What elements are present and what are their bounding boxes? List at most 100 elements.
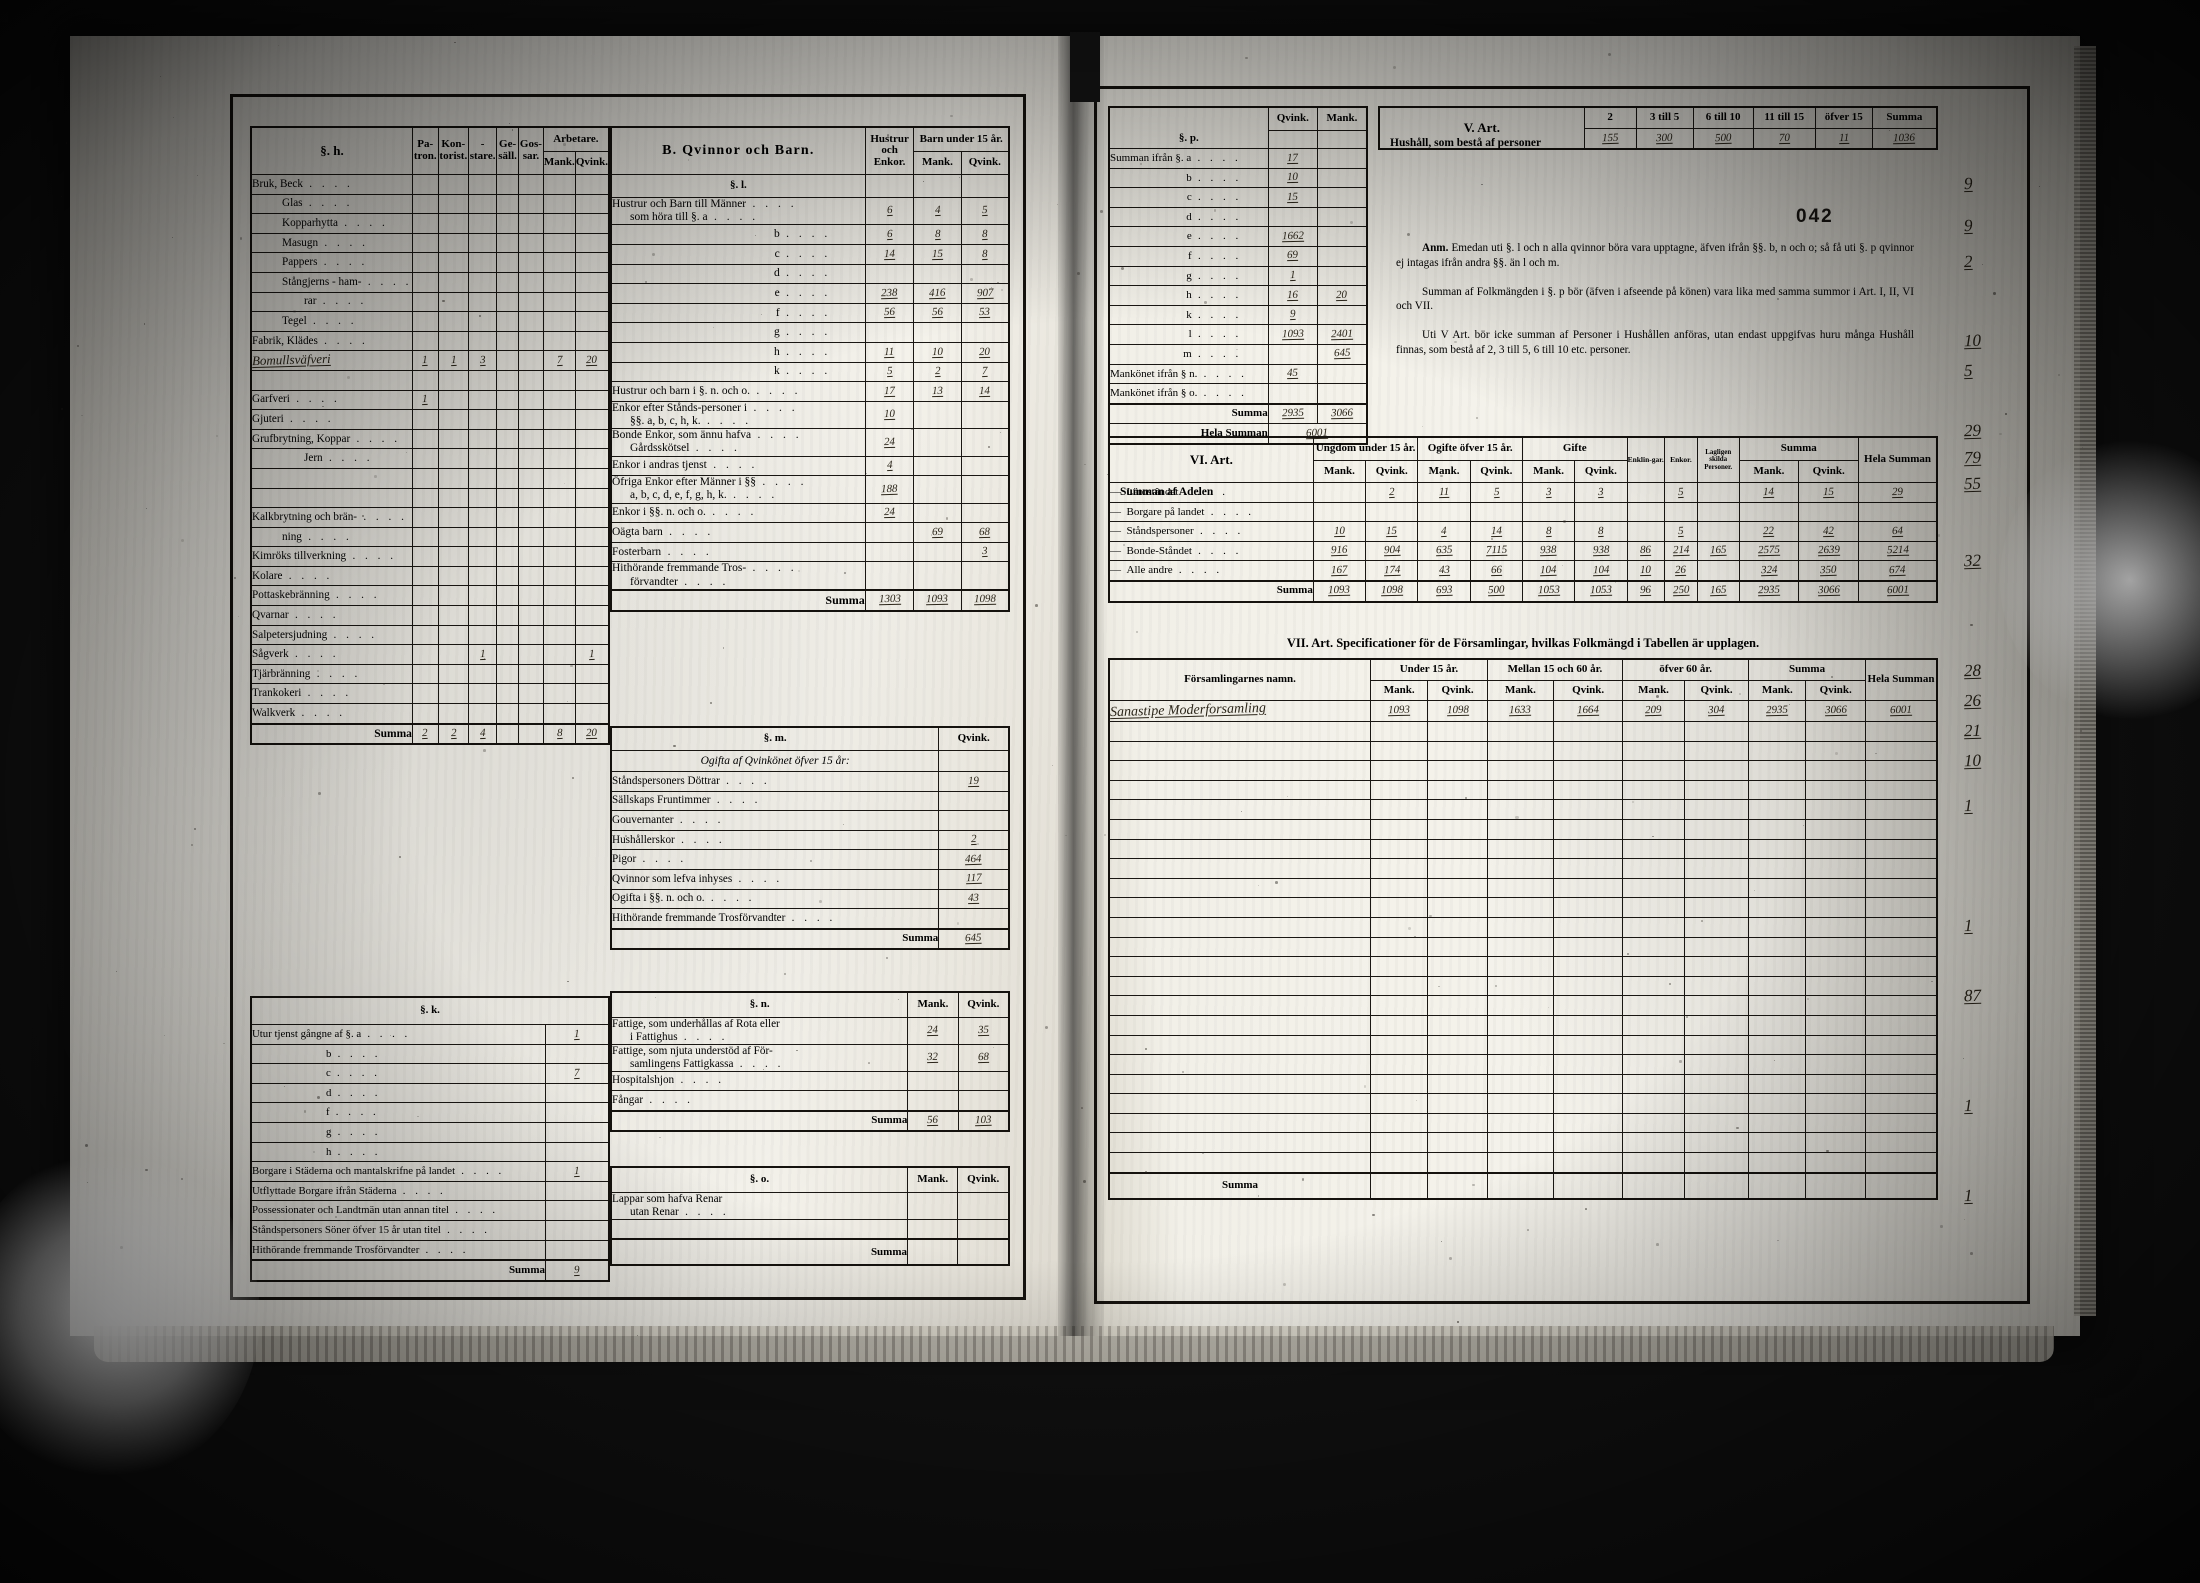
handwritten-value: 904 xyxy=(1383,544,1401,557)
row-label: Masugn . . . . xyxy=(250,232,413,254)
table-row-vi: — Bonde-Ståndet . . . . 916 904 635 7115 938 9… xyxy=(1108,540,1938,562)
anm-note-1: Emedan uti §. l och n alla qvinnor böra … xyxy=(1396,242,1914,269)
vi-grp-ogifte: Ogifte öfver 15 år. xyxy=(1427,442,1513,455)
v-val-3till5: 300 xyxy=(1656,131,1673,145)
handwritten-value: 4 xyxy=(1441,524,1447,537)
table-row-fabrik: Grufbrytning, Koppar . . . . xyxy=(250,428,610,450)
handwritten-value: 5 xyxy=(1677,524,1684,537)
handwritten-value: 3066 xyxy=(1817,584,1840,597)
table-row-vii-summa: Summa xyxy=(1108,1171,1938,1200)
handwritten-value: 238 xyxy=(881,286,898,299)
m-summa-value: 645 xyxy=(965,932,983,945)
table-row-bruk: Tegel . . . . xyxy=(250,311,610,332)
handwritten-value: 86 xyxy=(1640,544,1652,557)
handwritten-value: 635 xyxy=(1435,544,1453,557)
row-label: Stångjerns - ham- . . . . xyxy=(250,271,413,293)
row-label: e . . . . xyxy=(1108,226,1269,247)
handwritten-value: 500 xyxy=(1487,584,1505,597)
row-label: Possessionater och Landtmän utan annan t… xyxy=(250,1200,546,1221)
table-row-k: h . . . . xyxy=(250,1141,610,1163)
row-label xyxy=(250,487,413,509)
row-label xyxy=(1108,1093,1371,1114)
col-gossar: Gos-sar. xyxy=(519,138,542,162)
handwritten-value: 68 xyxy=(979,525,991,538)
row-label: Garfveri . . . . xyxy=(250,389,413,411)
row-label: Enkor i §§. n. och o. . . . . xyxy=(610,502,866,524)
v-col-ofver15: öfver 15 xyxy=(1824,111,1863,124)
handwritten-value: 22 xyxy=(1763,524,1775,537)
table-row-n: Hospitalshjon . . . . xyxy=(610,1070,1010,1092)
handwritten-value: 14 xyxy=(1490,524,1502,537)
row-label xyxy=(1108,916,1371,938)
handwritten-value: 1093 xyxy=(1387,703,1411,717)
margin-number: 87 xyxy=(1963,985,1982,1006)
vi-sub-qvink: Qvink. xyxy=(1365,459,1419,484)
handwritten-value: 916 xyxy=(1331,544,1348,557)
row-label xyxy=(1108,740,1371,762)
handwritten-value: 938 xyxy=(1540,544,1557,557)
row-label: h . . . . xyxy=(1108,285,1269,306)
row-label: Gjuteri . . . . xyxy=(250,409,413,430)
handwritten-value: 16 xyxy=(1287,288,1299,301)
scan-speckle xyxy=(60,196,62,198)
row-label: Kalkbrytning och brän- . . . . xyxy=(250,507,413,528)
table-row-vii-blank xyxy=(1108,956,1938,977)
handwritten-value: 6 xyxy=(886,227,893,241)
table-row-m: Hithörande fremmande Trosförvandter . . … xyxy=(610,908,1010,930)
anm-label: Anm. xyxy=(1422,242,1449,254)
table-row-vii: Sanastipe Moderforsamling 1093 1098 1633 166… xyxy=(1108,700,1938,722)
handwritten-value: 1 xyxy=(574,1164,580,1177)
vii-sub-mank: Mank. xyxy=(1369,679,1429,702)
margin-number: 26 xyxy=(1963,690,1982,711)
table-row-b: c . . . . 14 15 8 xyxy=(610,244,1010,265)
row-label: Öfriga Enkor efter Männer i §§ . . . . a,… xyxy=(610,475,866,504)
table-row-vii-blank xyxy=(1108,799,1938,820)
table-row-k: c . . . . 7 xyxy=(250,1063,610,1084)
table-row-p: Mankönet ifrån § o. . . . . xyxy=(1108,383,1368,405)
handwritten-value: 2935 xyxy=(1766,703,1789,717)
table-row-p: Summan ifrån §. a . . . . 17 xyxy=(1108,148,1368,169)
row-label: Fattige, som njuta understöd af För-saml… xyxy=(610,1043,909,1072)
handwritten-value: 17 xyxy=(883,384,896,397)
table-row-k: f . . . . xyxy=(250,1102,610,1123)
margin-number: 21 xyxy=(1963,720,1982,741)
row-label: Lappar som hafva Renar utan Renar . . . . xyxy=(610,1192,908,1220)
table-row-vii-blank xyxy=(1108,936,1938,958)
table-row-vi: — Ståndspersoner . . . . 10 15 4 14 8 8 5 22 42 64 xyxy=(1108,521,1938,542)
table-row-b: Hustrur och barn i §. n. och o. . . . . 1… xyxy=(610,381,1010,402)
handwritten-value: 14 xyxy=(979,384,991,397)
handwritten-value: 5 xyxy=(886,365,893,378)
spine-shadow xyxy=(1070,32,1100,102)
margin-number: 10 xyxy=(1963,330,1982,351)
row-label: Grufbrytning, Koppar . . . . xyxy=(250,428,413,450)
handwritten-value: 3 xyxy=(981,545,988,558)
handwritten-value: 117 xyxy=(965,872,982,885)
v-val-summa: 1036 xyxy=(1893,131,1916,145)
table-row-p: e . . . . 1662 xyxy=(1108,226,1368,247)
n-col-qvink: Qvink. xyxy=(967,998,1000,1011)
table-row-p: b . . . . 10 xyxy=(1108,167,1368,189)
handwritten-value: 45 xyxy=(1287,366,1299,380)
handwritten-value: 5 xyxy=(1677,485,1684,498)
table-row-b: Enkor efter Stånds-personer i . . . . §§.… xyxy=(610,400,1010,430)
scan-speckle xyxy=(65,142,68,144)
row-label: Tegel . . . . xyxy=(250,311,413,332)
v-val-6till10: 500 xyxy=(1714,131,1732,145)
handwritten-value: 5 xyxy=(981,204,988,217)
handwritten-value: 13 xyxy=(931,384,944,397)
row-label xyxy=(1108,760,1371,781)
o-col-mank: Mank. xyxy=(917,1173,949,1186)
row-label: Qvinnor som lefva inhyses . . . . xyxy=(610,868,940,890)
p-col-mank: Mank. xyxy=(1326,111,1358,124)
vi-summa-sub-mank: Mank. xyxy=(1738,459,1800,484)
table-row-vii-blank xyxy=(1108,740,1938,762)
handwritten-value: 1 xyxy=(1289,269,1296,282)
row-label: — Alle andre . . . . xyxy=(1108,560,1314,582)
row-label xyxy=(1108,1112,1371,1134)
handwritten-value: 69 xyxy=(1287,249,1299,262)
handwritten-value: 7115 xyxy=(1485,544,1508,557)
row-label: d . . . . xyxy=(250,1082,546,1104)
row-label: Enkor efter Stånds-personer i . . . . §§.… xyxy=(610,400,866,430)
m-col-qvink: Qvink. xyxy=(957,732,990,745)
table-row-fabrik: ning . . . . xyxy=(250,526,610,548)
